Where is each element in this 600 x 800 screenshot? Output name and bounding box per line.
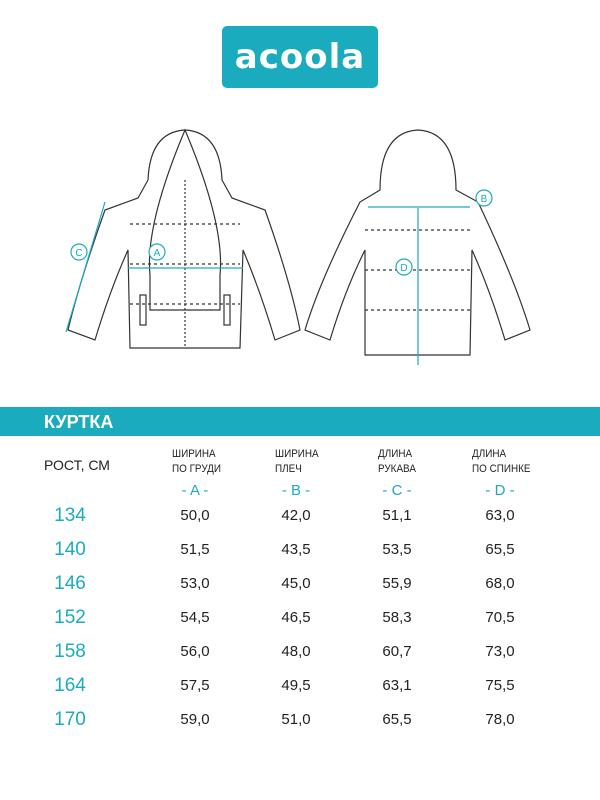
column-header-a: ШИРИНА ПО ГРУДИ: [172, 448, 221, 475]
measurement-value: 50,0: [180, 507, 210, 524]
column-letter-c: - C -: [382, 482, 412, 499]
measurement-value: 45,0: [281, 575, 311, 592]
section-band: КУРТКА: [0, 407, 600, 436]
measurement-value: 43,5: [281, 541, 311, 558]
measurement-value: 58,3: [382, 609, 412, 626]
measurement-value: 56,0: [180, 643, 210, 660]
size-value: 170: [54, 709, 86, 730]
measurement-value: 65,5: [382, 711, 412, 728]
section-title: КУРТКА: [44, 412, 114, 432]
size-value: 152: [54, 607, 86, 628]
marker-a: A: [154, 248, 161, 259]
measurement-value: 78,0: [485, 711, 515, 728]
measurement-value: 75,5: [485, 677, 515, 694]
measurement-value: 51,1: [382, 507, 412, 524]
measure-markers: [70, 189, 493, 276]
marker-b: B: [481, 194, 488, 205]
measurement-value: 49,5: [281, 677, 311, 694]
jacket-front: [67, 128, 301, 349]
size-value: 158: [54, 641, 86, 662]
table-row: 140 51,5 43,5 53,5 65,5: [0, 539, 600, 569]
table-row: 158 56,0 48,0 60,7 73,0: [0, 641, 600, 671]
table-row: 146 53,0 45,0 55,9 68,0: [0, 573, 600, 603]
measurement-value: 68,0: [485, 575, 515, 592]
measurement-value: 54,5: [180, 609, 210, 626]
column-letter-d: - D -: [485, 482, 515, 499]
marker-d: D: [400, 263, 407, 274]
measurement-value: 55,9: [382, 575, 412, 592]
measurement-value: 46,5: [281, 609, 311, 626]
measurement-value: 57,5: [180, 677, 210, 694]
table-row: 170 59,0 51,0 65,5 78,0: [0, 709, 600, 739]
measurement-value: 73,0: [485, 643, 515, 660]
measurement-value: 42,0: [281, 507, 311, 524]
measurement-value: 53,5: [382, 541, 412, 558]
column-header-d: ДЛИНА ПО СПИНКЕ: [472, 448, 531, 475]
measurement-value: 65,5: [485, 541, 515, 558]
column-letter-a: - A -: [181, 482, 209, 499]
measurement-value: 60,7: [382, 643, 412, 660]
measurement-value: 51,5: [180, 541, 210, 558]
brand-logo: acoola: [222, 26, 378, 88]
size-value: 134: [54, 505, 86, 526]
measurement-value: 63,1: [382, 677, 412, 694]
size-value: 164: [54, 675, 86, 696]
size-header: РОСТ, СМ: [44, 457, 110, 473]
column-header-c: ДЛИНА РУКАВА: [378, 448, 416, 475]
measurement-value: 48,0: [281, 643, 311, 660]
table-row: 134 50,0 42,0 51,1 63,0: [0, 505, 600, 535]
measurement-value: 70,5: [485, 609, 515, 626]
column-letter-b: - B -: [281, 482, 311, 499]
measure-lines: [65, 201, 470, 365]
measurement-value: 51,0: [281, 711, 311, 728]
marker-c: C: [75, 248, 82, 259]
size-value: 140: [54, 539, 86, 560]
table-row: 152 54,5 46,5 58,3 70,5: [0, 607, 600, 637]
table-row: 164 57,5 49,5 63,1 75,5: [0, 675, 600, 705]
measurement-value: 53,0: [180, 575, 210, 592]
measurement-value: 63,0: [485, 507, 515, 524]
logo-text: acoola: [234, 37, 366, 77]
measurement-value: 59,0: [180, 711, 210, 728]
size-value: 146: [54, 573, 86, 594]
column-header-b: ШИРИНА ПЛЕЧ: [275, 448, 319, 475]
jacket-diagram: A B C D: [65, 128, 531, 365]
